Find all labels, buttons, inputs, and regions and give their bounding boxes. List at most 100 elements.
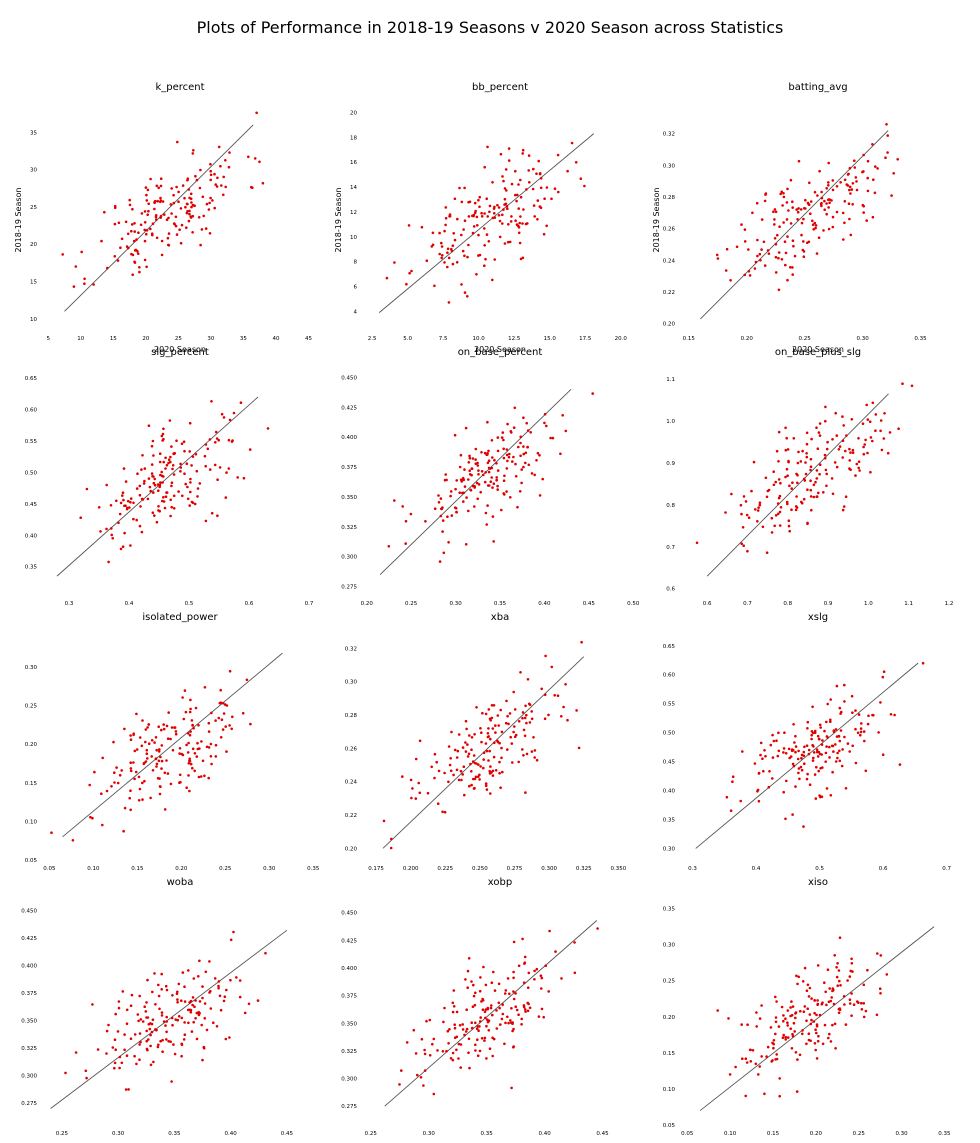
data-point [824, 468, 828, 472]
y-tick-label: 0.450 [341, 375, 357, 381]
data-point [455, 1048, 458, 1052]
data-point [815, 495, 819, 498]
data-point [445, 1049, 448, 1053]
data-point [525, 713, 528, 717]
data-point [766, 1045, 770, 1049]
data-point [460, 480, 464, 483]
data-point [716, 257, 720, 260]
data-point [876, 167, 879, 170]
data-point [154, 1028, 157, 1031]
data-point [451, 1051, 455, 1055]
data-point [772, 739, 776, 743]
data-point [869, 436, 873, 439]
data-point [857, 713, 861, 716]
data-point [183, 689, 187, 692]
data-point [866, 189, 870, 193]
data-point [463, 1033, 466, 1037]
data-point [806, 720, 810, 724]
data-point [407, 224, 411, 227]
data-point [855, 188, 859, 192]
data-point [514, 1005, 517, 1008]
data-point [535, 459, 538, 462]
data-point [837, 1011, 841, 1014]
data-point [769, 1026, 773, 1029]
data-point [147, 742, 151, 745]
data-point [441, 810, 444, 814]
data-point [811, 759, 815, 762]
data-point [171, 464, 175, 467]
data-point [446, 1029, 450, 1033]
data-point [454, 507, 458, 510]
data-point [850, 188, 854, 191]
data-point [520, 1017, 523, 1021]
data-point [418, 791, 422, 795]
data-point [741, 1057, 744, 1060]
data-point [514, 475, 518, 478]
data-point [202, 1046, 206, 1050]
data-point [506, 748, 509, 751]
data-point [801, 1029, 804, 1032]
data-point [443, 229, 446, 233]
data-point [809, 465, 813, 469]
data-point [410, 796, 413, 800]
data-point [192, 1020, 195, 1024]
data-point [695, 541, 699, 545]
data-point [140, 468, 143, 471]
data-point [517, 445, 520, 449]
data-point [527, 154, 531, 157]
x-tick-label: 0.25 [365, 1131, 378, 1137]
data-point [153, 207, 156, 211]
data-point [517, 224, 520, 228]
data-point [201, 985, 204, 988]
data-point [141, 798, 144, 801]
data-point [834, 760, 838, 763]
data-point [772, 1046, 775, 1050]
data-point [100, 239, 103, 243]
data-point [470, 473, 473, 477]
data-point [824, 751, 828, 755]
data-point [178, 747, 182, 750]
data-point [224, 185, 227, 189]
data-point [466, 295, 469, 298]
data-point [791, 813, 794, 816]
subplot-title: xobp [488, 877, 512, 888]
data-point [112, 740, 115, 744]
data-point [195, 755, 199, 758]
data-point [813, 999, 816, 1002]
data-point [238, 979, 242, 982]
data-point [145, 232, 148, 236]
data-point [797, 450, 800, 454]
data-point [472, 787, 476, 790]
data-point [739, 503, 743, 507]
data-point [789, 1006, 792, 1009]
data-point [879, 429, 882, 433]
reference-line [384, 920, 598, 1107]
y-tick-label: 0.8 [666, 503, 675, 509]
data-point [758, 501, 762, 505]
data-point [504, 168, 508, 171]
data-point [825, 472, 828, 476]
x-tick-label: 0.4 [752, 866, 761, 872]
data-point [447, 780, 450, 784]
data-point [218, 466, 222, 469]
data-point [193, 769, 196, 773]
data-point [857, 466, 860, 470]
data-point [463, 468, 466, 471]
data-point [510, 1086, 513, 1090]
subplot-title: isolated_power [142, 612, 218, 623]
data-point [864, 438, 867, 442]
data-point [816, 755, 820, 758]
data-point [169, 782, 173, 786]
data-point [451, 1001, 455, 1005]
data-point [147, 424, 151, 428]
data-point [547, 713, 550, 717]
data-point [71, 839, 75, 842]
data-point [480, 731, 483, 734]
data-point [486, 420, 489, 424]
data-point [853, 166, 857, 169]
data-point [524, 1010, 527, 1013]
data-point [171, 994, 174, 997]
data-point [508, 240, 512, 244]
data-point [520, 468, 523, 471]
data-point [463, 793, 466, 797]
